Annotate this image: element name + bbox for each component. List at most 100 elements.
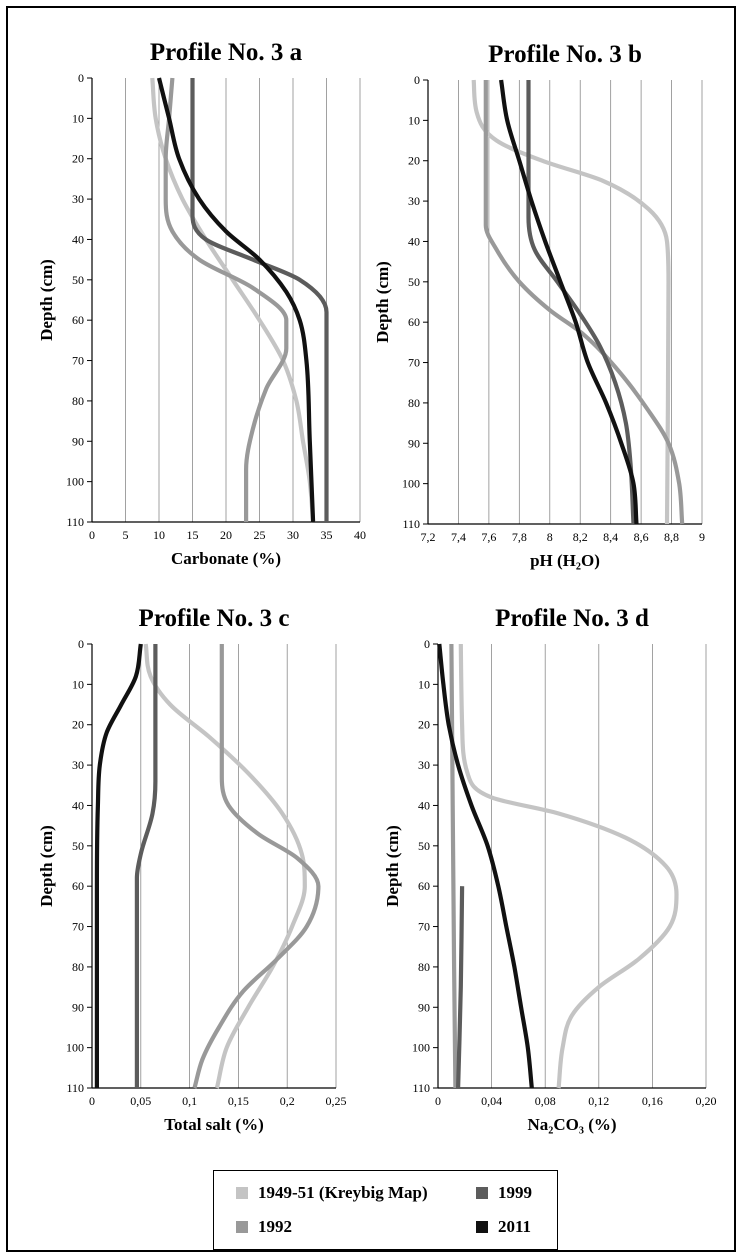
x-tick-label: 25 [254,528,266,542]
series-line-1999 [526,80,636,525]
y-tick-label: 40 [408,234,420,248]
chart-panels: Profile No. 3 a 0 5 10 15 20 25 30 35 40 0 10 20 30 40… [37,39,717,1134]
x-tick-label: 7,2 [421,530,436,544]
x-tick-label: 8,2 [573,530,588,544]
y-tick-label: 70 [72,920,84,934]
legend-label: 1992 [258,1217,292,1236]
y-tick-label: 110 [412,1081,430,1095]
legend-swatch [236,1221,248,1233]
x-tick-label: 5 [123,528,129,542]
x-tick-label: 15 [187,528,199,542]
series-line-1949-51-kreybig-map [471,79,671,525]
x-tick-label: 0,05 [130,1094,151,1108]
panel-4: Profile No. 3 d 0 0,04 0,08 0,12 0,16 0,20 0 10 2… [383,605,717,1134]
x-tick-label: 40 [354,528,366,542]
y-tick-label: 0 [78,71,84,85]
x-tick-label: 0,20 [696,1094,717,1108]
y-tick-label: 30 [418,758,430,772]
x-tick-label: 0,08 [535,1094,556,1108]
y-tick-label: 60 [418,879,430,893]
legend-label: 2011 [498,1217,532,1236]
y-tick-label: 10 [72,677,84,691]
y-tick-label: 50 [72,839,84,853]
y-tick-label: 90 [72,434,84,448]
legend-label: 1999 [498,1183,532,1202]
x-tick-label: 0,04 [481,1094,502,1108]
x-tick-label: 8 [547,530,553,544]
y-tick-label: 20 [72,718,84,732]
x-tick-label: 0 [435,1094,441,1108]
legend-item: 1999 [476,1183,532,1203]
y-axis-label: Depth (cm) [373,261,392,343]
x-tick-label: 10 [153,528,165,542]
y-tick-label: 50 [72,273,84,287]
series-line-1992 [192,643,321,1089]
y-tick-label: 40 [72,232,84,246]
panel-title: Profile No. 3 b [488,41,642,68]
legend-item: 2011 [476,1217,531,1237]
x-tick-label: 0,2 [280,1094,295,1108]
y-tick-label: 80 [72,394,84,408]
y-tick-label: 80 [408,396,420,410]
y-axis-label: Depth (cm) [37,825,56,907]
series-line-1999 [134,643,158,1088]
y-tick-label: 100 [66,475,84,489]
legend-swatch [476,1187,488,1199]
y-tick-label: 60 [72,879,84,893]
y-tick-label: 30 [72,758,84,772]
series-line-1949-51-kreybig-map [143,643,307,1089]
x-tick-label: 0 [89,528,95,542]
panel-2: Profile No. 3 b 7,2 7,4 7,6 7,8 8 8,2 8,4 8,6 8,8… [373,41,705,570]
legend-swatch [236,1187,248,1199]
y-tick-label: 90 [418,1000,430,1014]
series-line-1999 [190,78,329,522]
x-tick-label: 7,4 [451,530,466,544]
y-tick-label: 10 [418,677,430,691]
y-tick-label: 30 [72,192,84,206]
x-tick-label: 0,1 [182,1094,197,1108]
y-tick-label: 110 [66,1081,84,1095]
series-line-1992 [449,643,458,1089]
y-tick-label: 0 [78,637,84,651]
y-tick-label: 70 [418,920,430,934]
panel-3: Profile No. 3 c 0 0,05 0,1 0,15 0,2 0,25 0 10 20 3… [37,605,347,1134]
y-tick-label: 100 [402,477,420,491]
panel-title: Profile No. 3 d [495,605,649,632]
x-tick-label: 7,8 [512,530,527,544]
series-line-2011 [499,79,639,525]
x-tick-label: 0,25 [326,1094,347,1108]
x-axis-label: Total salt (%) [164,1115,264,1134]
x-tick-label: 8,6 [634,530,649,544]
y-tick-label: 10 [72,111,84,125]
y-tick-label: 50 [408,275,420,289]
series-line-1999 [456,886,465,1089]
figure-frame: Profile No. 3 a 0 5 10 15 20 25 30 35 40 0 10 20 30 40… [6,6,736,1252]
y-tick-label: 0 [414,73,420,87]
x-axis-label: pH (H₂O) [530,551,600,570]
y-tick-label: 20 [418,718,430,732]
x-tick-label: 30 [287,528,299,542]
y-tick-label: 50 [418,839,430,853]
legend-item: 1949-51 (Kreybig Map) [236,1183,428,1203]
y-tick-label: 110 [402,517,420,531]
x-axis-label: Carbonate (%) [171,549,281,568]
panel-1: Profile No. 3 a 0 5 10 15 20 25 30 35 40 0 10 20 30 40… [37,39,366,568]
legend-swatch [476,1221,488,1233]
x-tick-label: 0 [89,1094,95,1108]
y-tick-label: 0 [424,637,430,651]
y-tick-label: 60 [408,315,420,329]
y-tick-label: 70 [408,356,420,370]
x-tick-label: 0,15 [228,1094,249,1108]
legend-label: 1949-51 (Kreybig Map) [258,1183,428,1202]
y-tick-label: 30 [408,194,420,208]
legend-item: 1992 [236,1217,292,1237]
y-tick-label: 20 [408,154,420,168]
y-tick-label: 80 [418,960,430,974]
series-line-2011 [156,77,316,523]
x-tick-label: 35 [321,528,333,542]
y-tick-label: 100 [412,1041,430,1055]
x-tick-label: 0,16 [642,1094,663,1108]
series-line-1992 [163,77,289,522]
y-tick-label: 100 [66,1041,84,1055]
y-tick-label: 10 [408,113,420,127]
